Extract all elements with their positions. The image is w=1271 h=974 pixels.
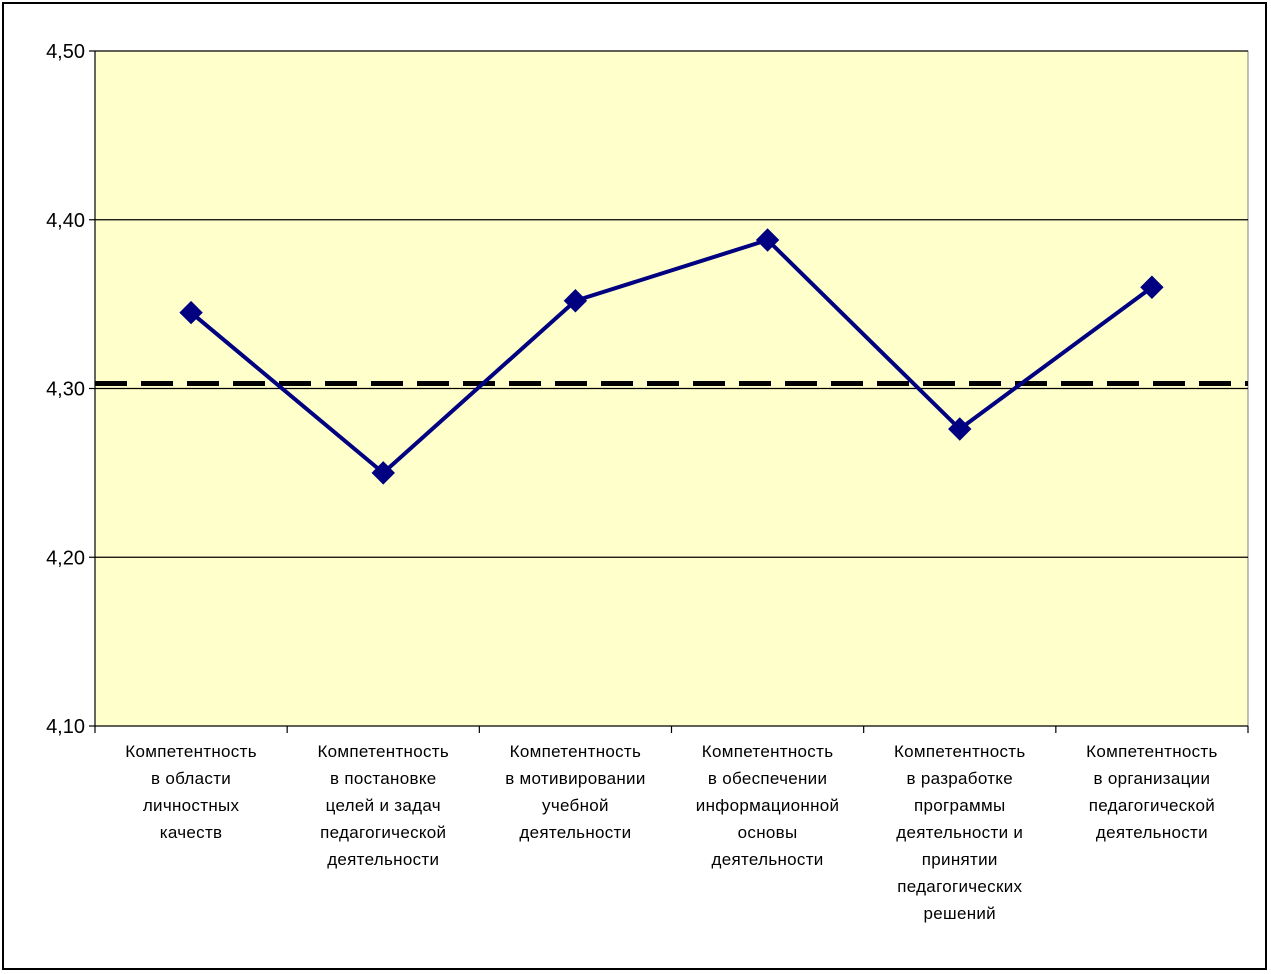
data-point-marker [371, 461, 395, 485]
x-category-label: Компетентность в области личностных качеств [125, 742, 257, 842]
x-category-label: Компетентность в постановке целей и задач п… [317, 742, 449, 869]
data-point-marker [179, 300, 203, 325]
data-point-marker [563, 289, 588, 313]
y-tick-label: 4,20 [46, 547, 85, 569]
x-category-label: Компетентность в мотивировании учебной деят… [505, 742, 645, 842]
series [179, 228, 1164, 485]
data-point-marker [948, 417, 972, 441]
axes [89, 50, 1249, 733]
axis-labels: 4,10 4,20 4,30 4,40 4,50 Компетентность в обла… [46, 41, 1218, 923]
x-category-label: Компетентность в разработке программы деяте… [894, 742, 1026, 923]
data-point-marker [755, 228, 780, 252]
y-tick-label: 4,30 [46, 379, 85, 401]
y-tick-label: 4,10 [46, 716, 85, 738]
y-tick-label: 4,40 [46, 210, 85, 232]
data-point-marker [1140, 275, 1164, 299]
x-category-label: Компетентность в обеспечении информационно… [696, 742, 840, 869]
series-line [189, 238, 1154, 475]
gridlines [95, 50, 1248, 558]
y-tick-label: 4,50 [46, 41, 85, 63]
x-category-label: Компетентность в организации педагогическо… [1086, 742, 1218, 842]
